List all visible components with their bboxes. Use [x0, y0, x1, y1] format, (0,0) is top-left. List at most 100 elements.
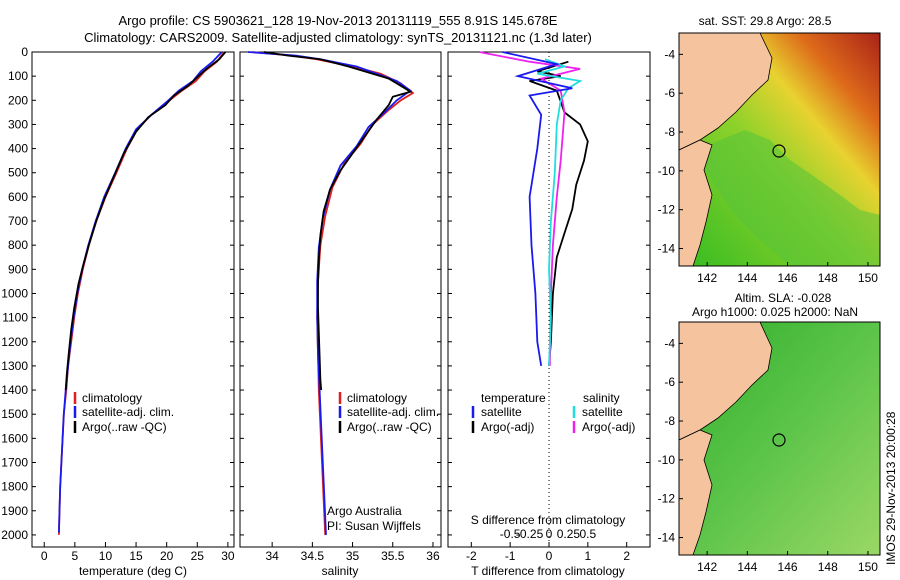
legend-title-temperature: temperature	[481, 391, 546, 405]
temperature-legend: climatology satellite-adj. clim. Argo(..…	[73, 391, 174, 434]
annotation-pi: PI: Susan Wijffels	[327, 519, 421, 533]
argo-location-marker	[772, 433, 786, 447]
x-tick-label: 1	[585, 549, 592, 563]
difference-xlabel-top: S difference from climatology	[471, 513, 626, 527]
series-line-climatology	[252, 51, 415, 535]
legend-title-salinity: salinity	[583, 391, 620, 405]
x-tick-label: 35	[346, 549, 360, 563]
depth-tick-label: 500	[8, 166, 28, 180]
sst-map-frame	[678, 32, 881, 267]
x-tick-label: 15	[129, 549, 143, 563]
difference-legend: temperature salinity satellite Argo(-adj…	[471, 391, 635, 434]
depth-tick-label: 1200	[1, 335, 28, 349]
x-tick-label: 20	[160, 549, 174, 563]
depth-tick-label: 1000	[1, 286, 28, 300]
x-tick-label: 34	[265, 549, 279, 563]
imos-watermark: IMOS 29-Nov-2013 20:00:28	[884, 411, 898, 565]
difference-xlabel: T difference from climatology	[471, 564, 625, 578]
shelf-field	[700, 130, 880, 266]
map-y-tick-label: -6	[664, 375, 675, 389]
series-line-s-satellite	[537, 58, 583, 366]
depth-tick-label: 1400	[1, 383, 28, 397]
salinity-panel	[239, 51, 442, 548]
legend-label-t-argo: Argo(-adj)	[481, 420, 534, 434]
series-line-satellite-adj-clim	[58, 51, 223, 533]
argo-location-marker	[772, 144, 786, 158]
s-tick-label: -0.5	[500, 527, 521, 541]
map-y-tick-label: -10	[658, 453, 676, 467]
x-tick-label: 30	[221, 549, 235, 563]
depth-tick-label: 400	[8, 142, 28, 156]
depth-tick-label: 1300	[1, 359, 28, 373]
depth-tick-label: 1800	[1, 480, 28, 494]
series-line-t-argo-adj	[529, 60, 589, 366]
series-line-argo-raw-qc	[263, 51, 413, 391]
depth-tick-label: 1700	[1, 455, 28, 469]
legend-label-t-satellite: satellite	[481, 405, 522, 419]
x-tick-label: -1	[505, 549, 516, 563]
map-x-tick-label: 148	[818, 560, 838, 574]
s-tick-label: 0.25	[557, 527, 581, 541]
depth-tick-label: 300	[8, 117, 28, 131]
depth-tick-label: 1900	[1, 504, 28, 518]
x-tick-label: 34.5	[301, 549, 325, 563]
x-tick-label: 10	[99, 549, 113, 563]
series-line-satellite-adj-clim	[247, 51, 412, 535]
x-tick-label: 0	[41, 549, 48, 563]
map-y-tick-label: -14	[658, 531, 676, 545]
x-tick-label: 35.5	[381, 549, 405, 563]
map-x-tick-label: 146	[778, 560, 798, 574]
legend-label-argo: Argo(..raw -QC)	[347, 420, 432, 434]
depth-tick-label: 200	[8, 93, 28, 107]
temperature-xlabel: temperature (deg C)	[79, 564, 187, 578]
depth-tick-label: 1100	[2, 311, 28, 325]
series-line-t-satellite	[502, 51, 573, 367]
sla-map	[679, 322, 880, 555]
legend-label-argo: Argo(..raw -QC)	[82, 420, 167, 434]
sla-map-title-line1: Altim. SLA: -0.028	[735, 291, 832, 305]
x-tick-label: 36	[426, 549, 440, 563]
depth-tick-label: 0	[21, 45, 28, 59]
legend-label-satellite: satellite-adj. clim.	[82, 405, 174, 419]
map-y-tick-label: -8	[664, 414, 675, 428]
depth-tick-label: 1600	[1, 431, 28, 445]
land-cape-york	[679, 139, 713, 266]
salinity-xlabel: salinity	[322, 564, 359, 578]
sst-map	[679, 33, 880, 266]
series-line-s-argo-adj	[478, 51, 581, 366]
annotation-argo-australia: Argo Australia	[327, 504, 402, 518]
map-y-tick-label: -4	[664, 47, 675, 61]
sst-map-title: sat. SST: 29.8 Argo: 28.5	[699, 14, 832, 28]
map-y-tick-label: -8	[664, 125, 675, 139]
sla-map-title-line2: Argo h1000: 0.025 h2000: NaN	[692, 305, 858, 319]
map-y-tick-label: -10	[658, 164, 676, 178]
depth-tick-label: 800	[8, 238, 28, 252]
legend-label-s-argo: Argo(-adj)	[582, 420, 635, 434]
legend-label-climatology: climatology	[82, 391, 142, 405]
map-x-tick-label: 144	[737, 560, 757, 574]
map-y-tick-label: -4	[664, 336, 675, 350]
depth-tick-label: 2000	[1, 528, 28, 542]
temperature-panel	[31, 51, 235, 548]
header-line2: Climatology: CARS2009. Satellite-adjuste…	[84, 30, 592, 45]
s-tick-label: -0.25	[516, 527, 544, 541]
s-tick-label: 0	[546, 527, 553, 541]
sla-map-frame	[678, 321, 881, 556]
map-y-tick-label: -12	[658, 203, 676, 217]
map-x-tick-label: 142	[697, 271, 717, 285]
map-y-tick-label: -6	[664, 86, 675, 100]
depth-tick-label: 1500	[1, 407, 28, 421]
depth-tick-label: 700	[8, 214, 28, 228]
depth-tick-label: 600	[8, 190, 28, 204]
x-tick-label: -2	[466, 549, 477, 563]
depth-tick-label: 900	[8, 262, 28, 276]
legend-label-s-satellite: satellite	[582, 405, 623, 419]
map-x-tick-label: 150	[858, 560, 878, 574]
map-y-tick-label: -14	[658, 242, 676, 256]
map-x-tick-label: 146	[778, 271, 798, 285]
map-x-tick-label: 150	[858, 271, 878, 285]
x-tick-label: 0	[546, 549, 553, 563]
header-line1: Argo profile: CS 5903621_128 19-Nov-2013…	[119, 13, 558, 28]
map-x-tick-label: 148	[818, 271, 838, 285]
